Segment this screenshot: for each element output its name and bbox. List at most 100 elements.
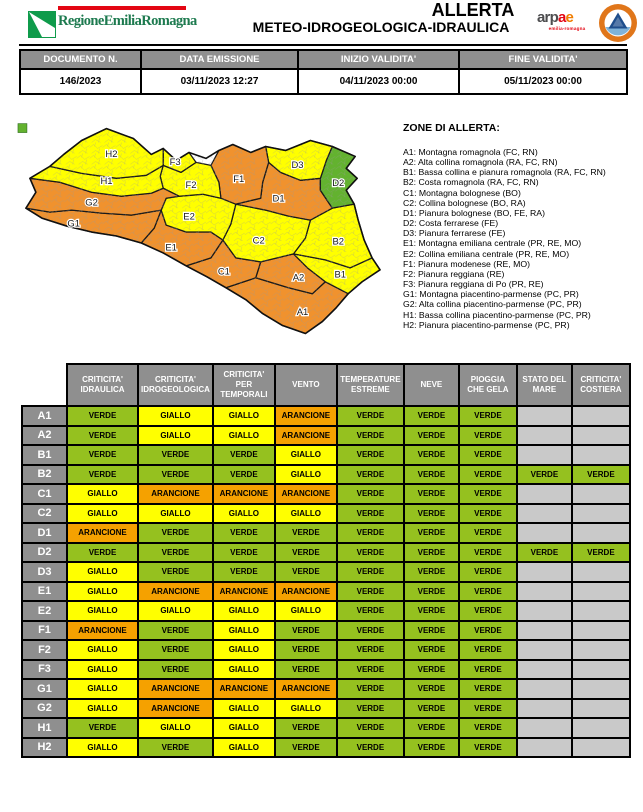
alert-level-cell: VERDE — [273, 522, 338, 544]
alert-level-cell: ARANCIONE — [273, 424, 338, 446]
alert-empty-cell — [515, 424, 573, 446]
alert-level-cell: VERDE — [335, 541, 405, 563]
alert-level-cell: VERDE — [402, 463, 460, 485]
alert-level-cell: ARANCIONE — [273, 678, 338, 700]
alert-level-cell: ARANCIONE — [137, 483, 214, 505]
alert-level-cell: GIALLO — [137, 424, 214, 446]
regione-logo-redbar — [58, 6, 186, 10]
alert-level-cell: VERDE — [335, 424, 405, 446]
alert-empty-cell — [570, 697, 631, 719]
zone-legend-item-A1: A1: Montagna romagnola (FC, RN) — [403, 147, 538, 157]
zone-legend-list: A1: Montagna romagnola (FC, RN) A2: Alta … — [403, 147, 641, 330]
alert-level-cell: GIALLO — [66, 678, 139, 700]
alert-empty-cell — [570, 483, 631, 505]
arpae-logo-subtitle: emilia-romagna — [548, 26, 586, 31]
alert-level-cell: VERDE — [457, 561, 518, 583]
zone-row-header-H1: H1 — [21, 717, 68, 739]
alert-level-cell: VERDE — [402, 502, 460, 524]
alert-level-cell: VERDE — [402, 522, 460, 544]
zone-legend-item-C2: C2: Collina bolognese (BO, RA) — [403, 197, 526, 208]
alert-level-cell: GIALLO — [211, 658, 276, 680]
alert-empty-cell — [515, 600, 573, 622]
zone-row-header-F2: F2 — [21, 639, 68, 661]
arpae-text-prefix: arp — [537, 9, 559, 26]
alert-level-cell: VERDE — [402, 619, 460, 641]
map-zone-label-E2: E2 — [183, 212, 195, 223]
zone-row-header-H2: H2 — [21, 736, 68, 758]
zone-legend-item-G1: G1: Montagna piacentino-parmense (PC, PR… — [403, 289, 579, 300]
alert-level-cell: VERDE — [137, 522, 214, 544]
alert-level-cell: GIALLO — [211, 697, 276, 719]
alert-level-cell: VERDE — [66, 717, 139, 739]
alert-level-cell: GIALLO — [137, 502, 214, 524]
alert-level-cell: VERDE — [515, 541, 573, 563]
alert-level-cell: VERDE — [402, 561, 460, 583]
doc-value-fine: 05/11/2023 00:00 — [458, 68, 628, 95]
alert-empty-cell — [515, 697, 573, 719]
alert-level-cell: VERDE — [457, 736, 518, 758]
alert-level-cell: VERDE — [457, 502, 518, 524]
alert-level-cell: VERDE — [402, 736, 460, 758]
map-zone-label-G1: G1 — [67, 219, 80, 230]
alert-level-cell: VERDE — [335, 522, 405, 544]
alert-level-cell: VERDE — [335, 619, 405, 641]
alert-level-cell: VERDE — [402, 717, 460, 739]
alert-level-cell: VERDE — [335, 678, 405, 700]
alert-level-cell: VERDE — [335, 717, 405, 739]
zone-legend: ZONE DI ALLERTA: A1: Montagna romagnola … — [403, 122, 641, 330]
alert-empty-cell — [570, 522, 631, 544]
alert-empty-cell — [570, 424, 631, 446]
alert-level-cell: GIALLO — [211, 736, 276, 758]
alert-level-cell: GIALLO — [211, 405, 276, 427]
map-zone-label-F2: F2 — [186, 180, 197, 191]
alert-level-cell: VERDE — [402, 697, 460, 719]
alert-level-cell: VERDE — [335, 580, 405, 602]
alert-level-cell: VERDE — [66, 541, 139, 563]
zone-row-header-E2: E2 — [21, 600, 68, 622]
alert-level-cell: GIALLO — [211, 619, 276, 641]
alert-empty-cell — [515, 502, 573, 524]
alert-row-F1: F1 ARANCIONE VERDE GIALLO VERDE VERDE VERDE VER… — [21, 619, 631, 641]
alert-level-cell: VERDE — [402, 541, 460, 563]
alert-level-cell: ARANCIONE — [66, 619, 139, 641]
alert-col-header: CRITICITA' COSTIERA — [570, 363, 631, 407]
alert-col-header: NEVE — [402, 363, 460, 407]
alert-level-cell: VERDE — [335, 697, 405, 719]
regione-logo-text: RegioneEmiliaRomagna — [58, 13, 197, 29]
alert-level-cell: VERDE — [273, 736, 338, 758]
map-zone-label-D1: D1 — [273, 194, 285, 205]
alert-level-cell: VERDE — [335, 600, 405, 622]
alert-level-cell: VERDE — [457, 717, 518, 739]
alert-level-cell: VERDE — [335, 561, 405, 583]
arpae-logo-text: arpae — [537, 10, 597, 25]
alert-level-cell: VERDE — [211, 444, 276, 466]
alert-level-cell: VERDE — [457, 639, 518, 661]
alert-level-cell: VERDE — [137, 736, 214, 758]
alert-row-A2: A2 VERDE GIALLO GIALLO ARANCIONE VERDE VERDE VE… — [21, 424, 631, 446]
zone-legend-item-F1: F1: Pianura modenese (RE, MO) — [403, 258, 530, 269]
zone-row-header-B1: B1 — [21, 444, 68, 466]
arpae-text-e: e — [565, 9, 574, 26]
alert-level-cell: VERDE — [402, 658, 460, 680]
zone-row-header-C2: C2 — [21, 502, 68, 524]
arpae-logo: arpae emilia-romagna — [537, 10, 597, 31]
doc-header-documento: DOCUMENTO N. — [19, 49, 142, 70]
alert-empty-cell — [515, 678, 573, 700]
alert-level-cell: ARANCIONE — [273, 580, 338, 602]
alert-level-cell: ARANCIONE — [211, 678, 276, 700]
alert-level-cell: VERDE — [137, 639, 214, 661]
alert-level-cell: GIALLO — [273, 444, 338, 466]
alert-col-header: STATO DEL MARE — [515, 363, 573, 407]
alert-level-cell: VERDE — [457, 580, 518, 602]
alert-level-cell: GIALLO — [137, 600, 214, 622]
doc-header-inizio: INIZIO VALIDITA' — [297, 49, 460, 70]
zone-legend-item-H1: H1: Bassa collina piacentino-parmense (P… — [403, 309, 591, 320]
doc-header-emissione: DATA EMISSIONE — [140, 49, 299, 70]
alert-level-cell: GIALLO — [66, 561, 139, 583]
alert-level-cell: VERDE — [211, 561, 276, 583]
alert-empty-cell — [515, 444, 573, 466]
alert-level-cell: GIALLO — [66, 600, 139, 622]
alert-level-cell: VERDE — [402, 678, 460, 700]
arpae-text-a: a — [557, 9, 566, 26]
